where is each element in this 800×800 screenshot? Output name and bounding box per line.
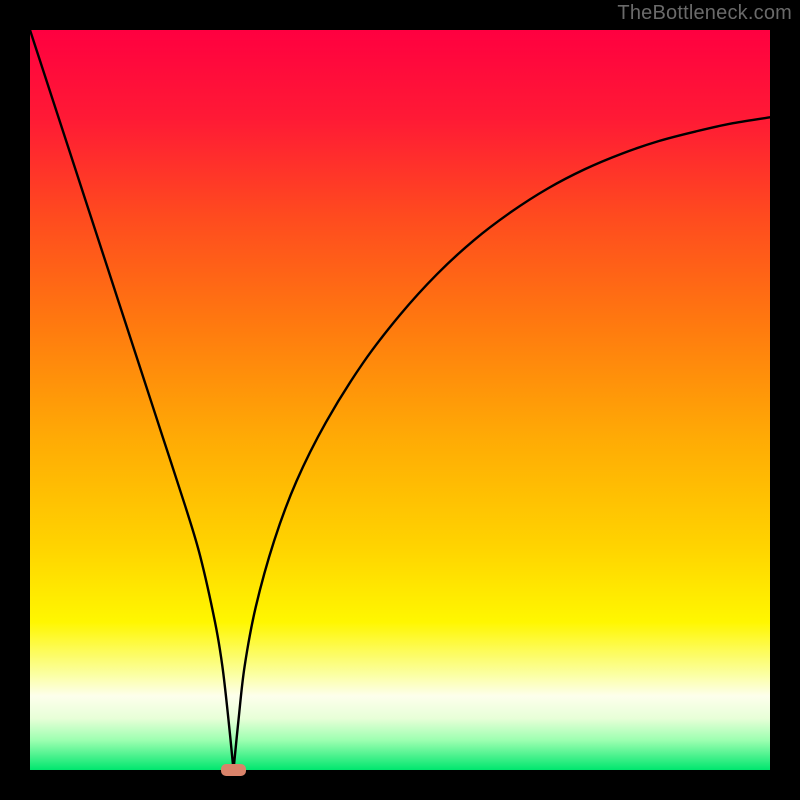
watermark-label: TheBottleneck.com xyxy=(617,2,792,25)
optimum-marker xyxy=(221,764,246,775)
bottleneck-plot xyxy=(0,0,800,800)
chart-stage: TheBottleneck.com xyxy=(0,0,800,800)
